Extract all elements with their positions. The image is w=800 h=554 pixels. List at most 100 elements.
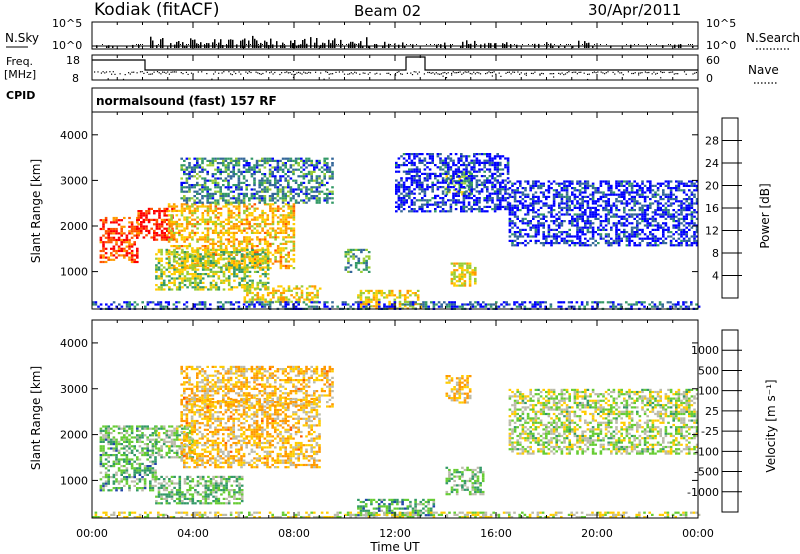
power-cell (359, 296, 363, 299)
nave-dot (561, 72, 563, 74)
power-cell (246, 248, 249, 251)
power-cell (256, 229, 259, 232)
power-cell (534, 211, 538, 214)
nave-dot (413, 71, 415, 73)
power-cell (300, 184, 303, 187)
power-cell (206, 231, 210, 234)
power-cell (615, 242, 618, 245)
power-cell (284, 197, 287, 200)
power-cell (297, 192, 300, 195)
nsearch-dot (566, 44, 567, 45)
power-cell (183, 284, 187, 287)
power-cell (214, 203, 218, 206)
power-cell (526, 235, 530, 238)
power-cell (290, 264, 293, 267)
power-cell (178, 286, 182, 289)
power-cell (271, 253, 275, 256)
power-cell (444, 181, 447, 184)
power-cell (235, 159, 238, 162)
power-cell (160, 248, 163, 251)
power-cell (163, 221, 166, 224)
power-cell (224, 164, 228, 167)
power-cell (266, 253, 270, 256)
power-cell (115, 241, 118, 244)
power-cell (120, 254, 123, 257)
power-cell (659, 215, 662, 218)
power-cell (209, 164, 212, 167)
power-cell (628, 242, 631, 245)
power-cell (287, 253, 290, 256)
power-cell (633, 180, 636, 183)
power-cell (194, 251, 197, 254)
power-cell (445, 193, 449, 196)
nave-dot (553, 73, 555, 75)
power-cell (214, 184, 217, 187)
power-cell (646, 217, 649, 220)
power-cell (474, 277, 477, 281)
power-cell (238, 268, 241, 271)
power-cell (685, 244, 688, 247)
power-cell (604, 217, 608, 220)
power-cell (486, 177, 489, 180)
nave-dot (257, 72, 259, 74)
power-cell (209, 220, 212, 223)
power-cell (115, 227, 118, 231)
power-cell (534, 231, 538, 234)
power-cell (444, 179, 447, 182)
power-cell (235, 223, 238, 226)
power-cell (591, 198, 595, 201)
power-cell (633, 191, 636, 194)
power-cell (292, 205, 296, 208)
power-cell (664, 222, 668, 225)
nave-dot (641, 72, 643, 74)
power-cell (488, 205, 492, 208)
power-cell (385, 296, 389, 299)
power-cell (408, 177, 411, 180)
power-cell (107, 232, 110, 235)
power-cell (313, 186, 316, 189)
nave-dot (432, 72, 434, 74)
power-cell (180, 166, 183, 169)
power-cell (586, 200, 590, 203)
power-cell (682, 184, 686, 187)
power-cell (558, 217, 561, 220)
power-cell (272, 289, 275, 292)
power-cell (193, 164, 196, 167)
power-cell (284, 164, 287, 167)
power-cell (300, 199, 303, 202)
nave-dot (672, 71, 674, 73)
power-cell (266, 281, 270, 284)
power-cell (263, 225, 267, 228)
power-cell (499, 181, 502, 184)
power-cell (178, 262, 181, 265)
power-cell (688, 195, 691, 198)
power-cell (253, 270, 257, 273)
power-cell (672, 198, 675, 201)
power-cell (331, 190, 334, 193)
power-cell (246, 289, 249, 292)
power-cell (651, 211, 655, 214)
power-cell (460, 153, 463, 156)
power-cell (375, 305, 378, 308)
nave-dot (670, 71, 672, 73)
power-cell (359, 305, 363, 308)
date-title: 30/Apr/2011 (588, 1, 681, 19)
power-cell (568, 184, 571, 187)
power-cell (219, 256, 223, 259)
nave-dot (328, 73, 330, 75)
nsky-bar (362, 45, 364, 48)
power-cell (292, 203, 296, 206)
power-cell (227, 214, 231, 217)
power-cell (209, 188, 212, 191)
power-cell (410, 153, 414, 156)
power-cell (563, 231, 566, 234)
power-cell (524, 187, 527, 190)
nave-dot (230, 73, 232, 75)
power-cell (235, 173, 238, 176)
power-cell (532, 182, 535, 185)
power-cell (115, 238, 118, 242)
power-cell (250, 247, 254, 250)
power-cell (287, 157, 290, 160)
power-cell (191, 262, 194, 265)
power-cell (466, 266, 469, 270)
